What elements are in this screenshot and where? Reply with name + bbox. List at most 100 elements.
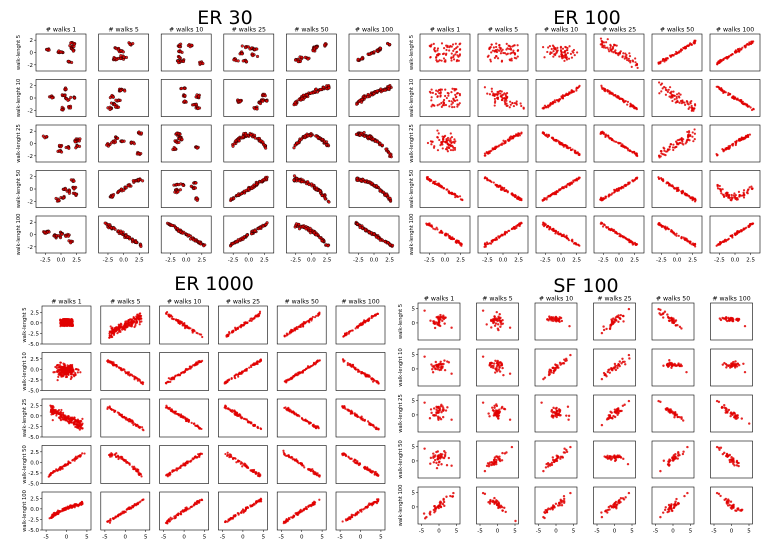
- scatter-point: [451, 106, 454, 109]
- scatter-point: [376, 312, 379, 315]
- scatter-point: [177, 55, 182, 60]
- scatter-point: [56, 379, 59, 382]
- panel: # walks 5: [100, 299, 151, 345]
- scatter-point: [570, 56, 574, 59]
- scatter-point: [552, 227, 555, 230]
- scatter-point: [250, 232, 254, 236]
- scatter-point: [725, 194, 728, 197]
- scatter-point: [451, 149, 455, 152]
- scatter-point: [77, 144, 82, 148]
- scatter-point: [495, 145, 498, 148]
- scatter-point: [176, 227, 180, 231]
- scatter-point: [264, 222, 268, 227]
- scatter-point: [731, 143, 734, 146]
- scatter-point: [561, 47, 565, 50]
- scatter-point: [439, 144, 442, 147]
- panel: [651, 170, 703, 208]
- scatter-point: [45, 48, 49, 52]
- panel-frame: [98, 124, 149, 163]
- scatter-point: [556, 49, 559, 52]
- scatter-point: [58, 364, 62, 367]
- scatter-point: [173, 147, 177, 151]
- scatter-point: [657, 154, 661, 158]
- scatter-point: [548, 44, 552, 48]
- scatter-point: [138, 317, 141, 320]
- scatter-point: [50, 96, 54, 100]
- scatter-point: [255, 107, 259, 111]
- scatter-point: [297, 179, 301, 183]
- scatter-point: [109, 325, 112, 328]
- scatter-point: [378, 46, 382, 50]
- scatter-point: [320, 137, 325, 142]
- scatter-point: [57, 198, 61, 202]
- scatter-point: [668, 86, 672, 89]
- scatter-point: [659, 83, 662, 86]
- scatter-point: [671, 184, 674, 187]
- scatter-point: [62, 196, 66, 200]
- scatter-point: [437, 60, 440, 63]
- scatter-point: [283, 334, 286, 337]
- scatter-point: [199, 242, 203, 246]
- scatter-point: [453, 138, 456, 141]
- x-tick-label: -2.5: [598, 258, 609, 264]
- scatter-point: [635, 152, 638, 155]
- scatter-point: [742, 192, 746, 196]
- scatter-point: [634, 106, 637, 109]
- scatter-point: [485, 177, 489, 180]
- x-tick-label: 0.0: [441, 258, 450, 264]
- scatter-point: [518, 222, 522, 225]
- scatter-point: [452, 58, 456, 61]
- panel-row-label: walk-lenght 5: [16, 35, 22, 70]
- panel-frame: [419, 170, 471, 208]
- scatter-point: [552, 192, 555, 195]
- scatter-point: [250, 317, 253, 320]
- scatter-point: [746, 192, 749, 195]
- scatter-point: [447, 190, 450, 193]
- scatter-point: [558, 189, 561, 192]
- scatter-point: [672, 90, 675, 93]
- scatter-point: [448, 105, 451, 108]
- panel: -2.5 0.0 2.5: [709, 215, 761, 264]
- y-tick-label: -2.5: [28, 378, 39, 384]
- scatter-point: [690, 43, 693, 46]
- scatter-point: [490, 90, 493, 93]
- scatter-point: [520, 197, 523, 200]
- scatter-point: [633, 241, 637, 244]
- scatter-point: [609, 46, 612, 49]
- scatter-point: [626, 103, 629, 106]
- scatter-point: [614, 231, 617, 234]
- scatter-point: [499, 185, 502, 188]
- scatter-point: [624, 99, 627, 103]
- scatter-point: [440, 42, 444, 45]
- scatter-point: [384, 147, 388, 151]
- scatter-point: [309, 182, 314, 186]
- scatter-point: [503, 232, 506, 235]
- panel: -2.5 0.0 2.5: [593, 215, 645, 264]
- scatter-point: [682, 46, 685, 49]
- scatter-point: [116, 136, 120, 140]
- x-tick-label: -2.5: [40, 258, 51, 264]
- scatter-point: [448, 49, 451, 52]
- scatter-point: [693, 42, 696, 45]
- scatter-point: [492, 46, 495, 49]
- scatter-point: [503, 96, 507, 100]
- scatter-point: [44, 135, 48, 139]
- scatter-point: [363, 228, 367, 232]
- panel: # walks 25: [223, 27, 275, 72]
- scatter-point: [727, 237, 730, 240]
- scatter-point: [490, 149, 493, 152]
- scatter-point: [300, 55, 304, 59]
- scatter-point: [378, 189, 382, 193]
- x-tick-label: -2.5: [228, 258, 239, 264]
- scatter-point: [572, 180, 575, 183]
- y-tick-label: 2: [30, 175, 34, 181]
- scatter-point: [241, 237, 245, 241]
- y-tick-label: -2: [28, 154, 33, 160]
- scatter-point: [257, 136, 262, 141]
- scatter-point: [657, 223, 660, 226]
- scatter-point: [664, 93, 668, 96]
- scatter-point: [440, 229, 443, 232]
- panel-frame: [286, 79, 337, 117]
- scatter-point: [437, 132, 440, 135]
